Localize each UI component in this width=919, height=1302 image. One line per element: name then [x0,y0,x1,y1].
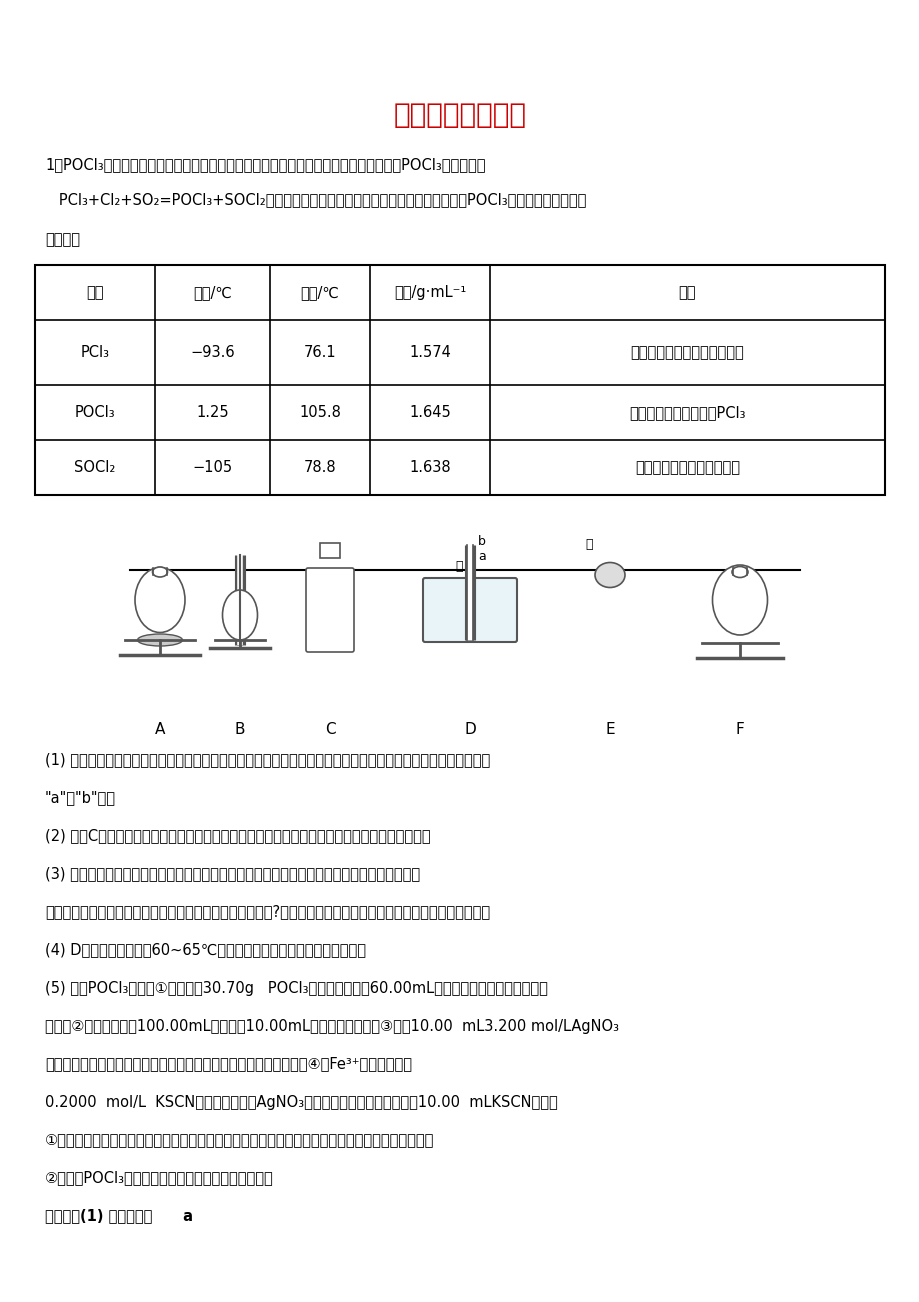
Text: 1.638: 1.638 [409,460,450,475]
Text: 无机化工流程分析: 无机化工流程分析 [393,102,526,129]
Text: SOCl₂: SOCl₂ [74,460,116,475]
Text: (4) D中反应温度控制在60~65℃，其原因是＿＿＿＿＿＿＿＿＿＿＿。: (4) D中反应温度控制在60~65℃，其原因是＿＿＿＿＿＿＿＿＿＿＿。 [45,943,366,957]
Text: 遇水强烈水解，加热易分解: 遇水强烈水解，加热易分解 [634,460,739,475]
Text: 78.8: 78.8 [303,460,336,475]
Text: 其它: 其它 [678,285,696,299]
Text: (1) 仪器甲的名称为＿＿＿＿＿＿＿＿＿＿＿，与自来水进水管连接的接口编号是＿＿＿＿＿＿＿＿＿＿＿。（填: (1) 仪器甲的名称为＿＿＿＿＿＿＿＿＿＿＿，与自来水进水管连接的接口编号是＿＿… [45,753,490,767]
Text: D: D [463,723,475,737]
Text: 1.645: 1.645 [409,405,450,421]
Text: 遇水强烈水解，易与氧气反应: 遇水强烈水解，易与氧气反应 [630,345,743,359]
Text: PCl₃: PCl₃ [81,345,109,359]
Text: (2) 装置C的作用是＿＿＿＿＿＿＿＿＿＿，乙中试剂的名称为＿＿＿＿＿＿＿＿＿＿＿＿＿＿。: (2) 装置C的作用是＿＿＿＿＿＿＿＿＿＿，乙中试剂的名称为＿＿＿＿＿＿＿＿＿＿… [45,828,430,844]
Ellipse shape [595,562,624,587]
Ellipse shape [222,590,257,641]
Text: −93.6: −93.6 [190,345,234,359]
Ellipse shape [137,634,182,646]
Text: ①滴定终点的现象为＿＿＿＿＿＿＿＿＿＿＿，用硝基苯覆盖沉淀的目的是＿＿＿＿＿＿＿＿＿＿。: ①滴定终点的现象为＿＿＿＿＿＿＿＿＿＿＿，用硝基苯覆盖沉淀的目的是＿＿＿＿＿＿＿… [45,1133,434,1147]
Bar [100,500,819,720]
Text: C: C [324,723,335,737]
Text: 水解；②将水解液配成100.00mL溶液，取10.00mL溶液于锥形瓶中；③加入10.00  mL3.200 mol/LAgNO₃: 水解；②将水解液配成100.00mL溶液，取10.00mL溶液于锥形瓶中；③加入… [45,1018,618,1034]
Text: ＿＿＿＿＿（写名称）。若无该装置，则可能会有什么后果?请用化学方程式进行说明＿＿＿＿＿＿＿＿＿＿＿＿。: ＿＿＿＿＿（写名称）。若无该装置，则可能会有什么后果?请用化学方程式进行说明＿＿… [45,905,490,919]
Text: 沸点/℃: 沸点/℃ [301,285,339,299]
Text: 甲: 甲 [455,560,462,573]
Text: 【答案】(1) 球形冷凝管      a: 【答案】(1) 球形冷凝管 a [45,1208,193,1224]
Text: 76.1: 76.1 [303,345,336,359]
Text: −105: −105 [192,460,233,475]
FancyBboxPatch shape [306,568,354,652]
Bar [320,543,340,559]
Bar [35,266,884,495]
Text: 物质: 物质 [86,285,104,299]
Ellipse shape [732,566,747,578]
Ellipse shape [153,566,167,577]
Text: 标准溶液，并加入少许硝基苯用力摇动，使沉淀表面被有机物覆盖；④以Fe³⁺为指示剂，用: 标准溶液，并加入少许硝基苯用力摇动，使沉淀表面被有机物覆盖；④以Fe³⁺为指示剂… [45,1056,412,1072]
Text: 105.8: 105.8 [299,405,341,421]
Text: 遇水强烈水解，能溶于PCl₃: 遇水强烈水解，能溶于PCl₃ [629,405,745,421]
Ellipse shape [711,565,766,635]
Text: 1.25: 1.25 [196,405,229,421]
Text: a: a [478,549,485,562]
Text: F: F [735,723,743,737]
Text: b: b [478,535,485,548]
Text: "a"或"b"）。: "a"或"b"）。 [45,790,116,806]
Text: 0.2000  mol/L  KSCN溶液滴定过量的AgNO₃溶液，达到滴定终点时共用去10.00  mLKSCN溶液。: 0.2000 mol/L KSCN溶液滴定过量的AgNO₃溶液，达到滴定终点时共… [45,1095,557,1109]
Ellipse shape [135,568,185,633]
FancyBboxPatch shape [423,578,516,642]
Text: (3) 该装置有一处缺陷，解决的方法是在现有装置中再添加一个装置，该装置中应装入的试剂为: (3) 该装置有一处缺陷，解决的方法是在现有装置中再添加一个装置，该装置中应装入… [45,867,420,881]
Text: ②反应中POCl₃的百分含量为＿＿＿＿＿＿＿＿＿＿。: ②反应中POCl₃的百分含量为＿＿＿＿＿＿＿＿＿＿。 [45,1170,274,1186]
Text: B: B [234,723,245,737]
Text: E: E [605,723,614,737]
Text: 1.574: 1.574 [409,345,450,359]
Text: A: A [154,723,165,737]
Text: (5) 测定POCl₃含量。①准确称取30.70g   POCl₃产品，置于盛有60.00mL蒸馏水的水解瓶中摇动至完全: (5) 测定POCl₃含量。①准确称取30.70g POCl₃产品，置于盛有60… [45,980,548,996]
Text: 熔点/℃: 熔点/℃ [193,285,232,299]
Text: 密度/g·mL⁻¹: 密度/g·mL⁻¹ [393,285,466,299]
Text: PCl₃+Cl₂+SO₂=POCl₃+SOCl₂。某化学学习小组拟利用如下装置在实验室模拟制备POCl₃。有关物质的部分性: PCl₃+Cl₂+SO₂=POCl₃+SOCl₂。某化学学习小组拟利用如下装置在… [45,193,585,207]
Text: 1．POCl₃是重要的基础化工原料，广泛用于制药、染料、表面活性剂等行业。一种制备POCl₃的原理为：: 1．POCl₃是重要的基础化工原料，广泛用于制药、染料、表面活性剂等行业。一种制… [45,158,485,172]
Text: POCl₃: POCl₃ [74,405,115,421]
Text: 质如下：: 质如下： [45,233,80,247]
Text: 乙: 乙 [584,538,592,551]
